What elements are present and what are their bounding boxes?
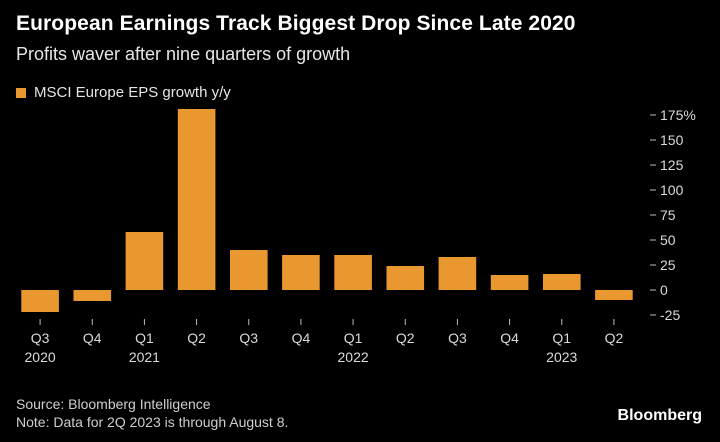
x-tick-label: Q2	[187, 330, 206, 346]
data-note: Note: Data for 2Q 2023 is through August…	[16, 414, 289, 430]
bar-0	[21, 290, 59, 312]
x-year-label: 2023	[546, 349, 577, 365]
x-tick-label: Q4	[292, 330, 311, 346]
y-tick-label: 175%	[660, 107, 696, 123]
x-tick-label: Q2	[605, 330, 624, 346]
x-tick-label: Q4	[500, 330, 519, 346]
x-tick-label: Q1	[552, 330, 571, 346]
y-tick-label: 75	[660, 207, 676, 223]
x-tick-label: Q4	[83, 330, 102, 346]
legend-label: MSCI Europe EPS growth y/y	[34, 84, 231, 101]
bar-11	[595, 290, 633, 300]
x-tick-label: Q3	[239, 330, 258, 346]
bar-3	[177, 109, 216, 290]
bar-8	[438, 257, 477, 290]
chart-legend: MSCI Europe EPS growth y/y	[16, 84, 231, 101]
x-tick-label: Q2	[396, 330, 415, 346]
y-tick-label: 125	[660, 157, 684, 173]
bar-2	[125, 232, 164, 290]
chart-title: European Earnings Track Biggest Drop Sin…	[16, 12, 576, 35]
bar-7	[386, 266, 425, 290]
bar-6	[334, 255, 372, 290]
bar-9	[490, 275, 529, 290]
x-tick-label: Q3	[448, 330, 467, 346]
x-year-label: 2020	[25, 349, 56, 365]
y-tick-label: 150	[660, 132, 684, 148]
source-note: Source: Bloomberg Intelligence	[16, 396, 211, 412]
x-year-label: 2021	[129, 349, 160, 365]
bar-4	[230, 250, 268, 290]
x-tick-label: Q1	[344, 330, 363, 346]
bar-5	[282, 255, 320, 290]
y-tick-label: 100	[660, 182, 684, 198]
bar-1	[73, 290, 112, 301]
y-tick-label: 50	[660, 232, 676, 248]
y-tick-label: 25	[660, 257, 676, 273]
y-tick-label: -25	[660, 307, 680, 323]
bloomberg-logo: Bloomberg	[617, 407, 702, 424]
bar-10	[543, 274, 581, 290]
x-year-label: 2022	[338, 349, 369, 365]
chart-subtitle: Profits waver after nine quarters of gro…	[16, 44, 351, 64]
legend-swatch	[16, 87, 26, 98]
x-tick-label: Q3	[31, 330, 50, 346]
y-tick-label: 0	[660, 282, 668, 298]
x-tick-label: Q1	[135, 330, 154, 346]
